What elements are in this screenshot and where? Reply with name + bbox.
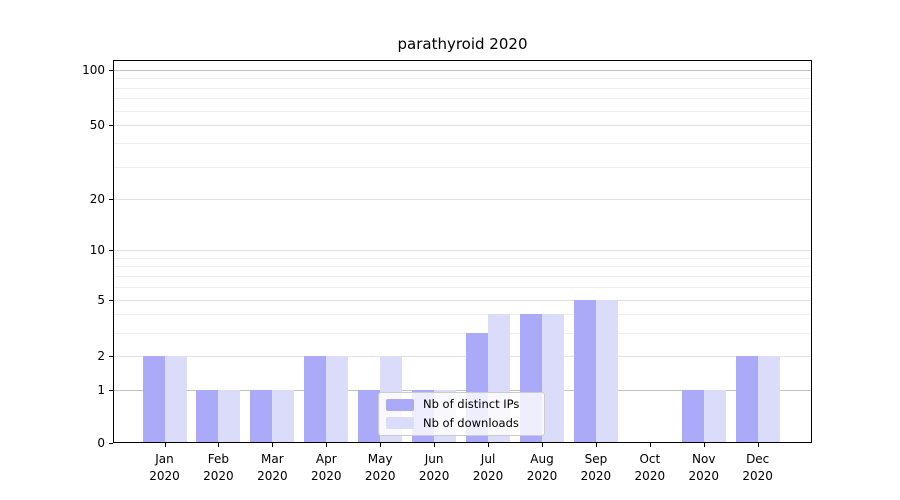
bar-sep-distinct-ips bbox=[573, 299, 596, 442]
legend-label-downloads: Nb of downloads bbox=[423, 415, 519, 430]
bar-aug-downloads bbox=[541, 314, 564, 442]
y-tick-mark bbox=[109, 125, 113, 126]
bar-feb-downloads bbox=[218, 390, 241, 442]
x-tick-mark bbox=[595, 443, 597, 447]
bar-may-distinct-ips bbox=[358, 390, 381, 442]
gridline-minor-y-3 bbox=[114, 332, 811, 334]
x-tick-mark bbox=[541, 443, 543, 447]
y-tick-label-20: 20 bbox=[89, 192, 105, 206]
y-tick-label-100: 100 bbox=[82, 63, 105, 77]
gridline-y-50 bbox=[114, 125, 811, 126]
bar-feb-distinct-ips bbox=[196, 390, 219, 442]
y-tick-label-1: 1 bbox=[97, 383, 105, 397]
gridline-minor-y-8 bbox=[114, 266, 811, 268]
x-tick-mark bbox=[488, 443, 490, 447]
x-tick-mark bbox=[649, 443, 651, 447]
x-tick-mark bbox=[218, 443, 220, 447]
x-tick-mark bbox=[703, 443, 705, 447]
legend-label-distinct-ips: Nb of distinct IPs bbox=[423, 397, 520, 412]
gridline-minor-y-7 bbox=[114, 276, 811, 277]
y-tick-mark bbox=[109, 70, 113, 71]
y-tick-mark bbox=[109, 390, 113, 391]
gridline-minor-y-70 bbox=[114, 98, 811, 100]
gridline-y-1 bbox=[114, 390, 811, 391]
y-tick-label-0: 0 bbox=[97, 435, 105, 450]
gridline-minor-y-9 bbox=[114, 257, 811, 259]
bar-nov-downloads bbox=[703, 390, 726, 442]
gridline-minor-y-30 bbox=[114, 166, 811, 168]
gridline-minor-y-90 bbox=[114, 78, 811, 80]
y-tick-label-5: 5 bbox=[97, 292, 105, 307]
gridline-minor-y-6 bbox=[114, 286, 811, 288]
bar-mar-distinct-ips bbox=[250, 390, 273, 442]
legend-item-distinct-ips: Nb of distinct IPs bbox=[386, 398, 544, 411]
gridline-minor-y-60 bbox=[114, 110, 811, 112]
legend-swatch-downloads-icon bbox=[386, 417, 414, 430]
gridline-y-100 bbox=[114, 70, 811, 71]
gridline-y-5 bbox=[114, 299, 811, 301]
legend-item-downloads: Nb of downloads bbox=[386, 415, 544, 430]
bar-nov-distinct-ips bbox=[681, 390, 704, 442]
x-tick-label-jan: Jan 2020 bbox=[149, 452, 180, 483]
bar-apr-distinct-ips bbox=[304, 356, 327, 442]
y-tick-mark bbox=[109, 299, 113, 301]
bar-dec-downloads bbox=[757, 356, 780, 442]
gridline-y-2 bbox=[114, 356, 811, 357]
y-tick-label-10: 10 bbox=[89, 243, 105, 257]
chart-title: parathyroid 2020 bbox=[397, 35, 528, 53]
y-tick-label-2: 2 bbox=[97, 349, 105, 363]
gridline-minor-y-80 bbox=[114, 87, 811, 89]
x-tick-mark bbox=[434, 443, 436, 447]
bar-sep-downloads bbox=[595, 299, 618, 442]
x-tick-mark bbox=[164, 443, 166, 447]
x-tick-label-sep: Sep 2020 bbox=[580, 452, 612, 483]
x-tick-label-may: May 2020 bbox=[364, 452, 396, 483]
x-tick-label-feb: Feb 2020 bbox=[203, 452, 234, 483]
x-tick-mark bbox=[272, 443, 274, 447]
x-tick-label-dec: Dec 2020 bbox=[742, 452, 773, 483]
legend: Nb of distinct IPs Nb of downloads bbox=[378, 392, 545, 436]
x-tick-label-mar: Mar 2020 bbox=[257, 452, 288, 483]
y-tick-mark bbox=[109, 442, 113, 444]
x-tick-mark bbox=[380, 443, 382, 447]
bar-apr-downloads bbox=[326, 356, 349, 442]
gridline-minor-y-4 bbox=[114, 314, 811, 316]
x-tick-label-aug: Aug 2020 bbox=[526, 452, 558, 483]
y-tick-mark bbox=[109, 250, 113, 251]
plot-area: Nb of distinct IPs Nb of downloads bbox=[113, 60, 812, 443]
x-tick-mark bbox=[757, 443, 759, 447]
y-tick-mark bbox=[109, 199, 113, 200]
bar-jan-distinct-ips bbox=[142, 356, 165, 442]
x-tick-label-oct: Oct 2020 bbox=[634, 452, 666, 483]
x-tick-label-apr: Apr 2020 bbox=[310, 452, 342, 483]
y-tick-mark bbox=[109, 356, 113, 357]
y-tick-label-50: 50 bbox=[89, 118, 105, 132]
x-tick-mark bbox=[326, 443, 328, 447]
legend-swatch-distinct-ips-icon bbox=[386, 398, 414, 411]
x-tick-label-jun: Jun 2020 bbox=[418, 452, 450, 483]
bar-jan-downloads bbox=[164, 356, 187, 442]
gridline-y-10 bbox=[114, 250, 811, 251]
x-tick-label-jul: Jul 2020 bbox=[472, 452, 504, 483]
x-tick-label-nov: Nov 2020 bbox=[688, 452, 720, 483]
gridline-minor-y-40 bbox=[114, 143, 811, 145]
bar-dec-distinct-ips bbox=[735, 356, 758, 442]
gridline-y-20 bbox=[114, 199, 811, 200]
bar-mar-downloads bbox=[272, 390, 295, 442]
